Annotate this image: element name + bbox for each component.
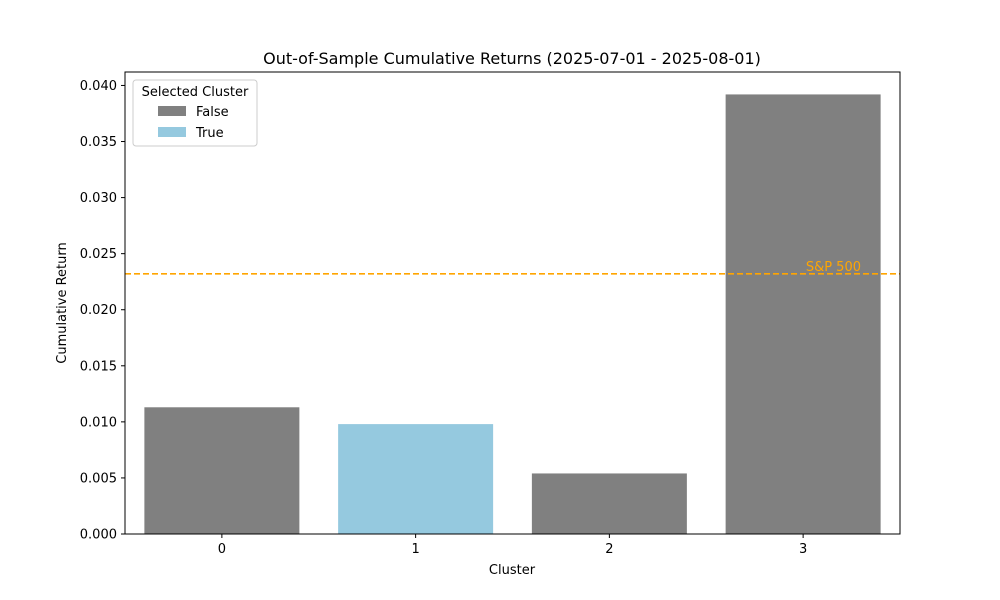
bars-layer	[144, 94, 881, 534]
x-tick-label: 0	[218, 542, 226, 557]
reference-layer: S&P 500	[125, 260, 900, 275]
bar-cluster-0	[144, 407, 300, 534]
y-tick-label: 0.040	[80, 79, 117, 94]
legend-swatch-true	[158, 127, 186, 137]
sp500-reference-label: S&P 500	[806, 260, 861, 275]
y-tick-label: 0.020	[80, 303, 117, 318]
x-tick-label: 2	[605, 542, 613, 557]
x-tick-label: 3	[799, 542, 807, 557]
y-tick-label: 0.025	[80, 247, 117, 262]
x-tick-label: 1	[411, 542, 419, 557]
legend-label-true: True	[195, 126, 224, 141]
legend-label-false: False	[196, 105, 229, 120]
y-tick-label: 0.005	[80, 471, 117, 486]
y-tick-label: 0.010	[80, 415, 117, 430]
bar-cluster-1	[338, 424, 494, 534]
chart-title: Out-of-Sample Cumulative Returns (2025-0…	[263, 49, 761, 68]
x-axis-label: Cluster	[489, 563, 536, 578]
y-tick-label: 0.035	[80, 135, 117, 150]
bar-cluster-3	[725, 94, 881, 534]
legend: Selected Cluster False True	[132, 79, 258, 147]
bar-cluster-2	[531, 473, 687, 534]
legend-title: Selected Cluster	[142, 85, 249, 100]
legend-swatch-false	[158, 106, 186, 116]
y-axis-label: Cumulative Return	[55, 242, 70, 363]
y-tick-label: 0.015	[80, 359, 117, 374]
y-tick-label: 0.000	[80, 528, 117, 543]
x-axis: 0 1 2 3	[218, 534, 807, 557]
y-tick-label: 0.030	[80, 191, 117, 206]
plot-frame	[124, 71, 901, 535]
y-axis: 0.000 0.005 0.010 0.015 0.020 0.025 0.030 0.035…	[80, 79, 125, 543]
